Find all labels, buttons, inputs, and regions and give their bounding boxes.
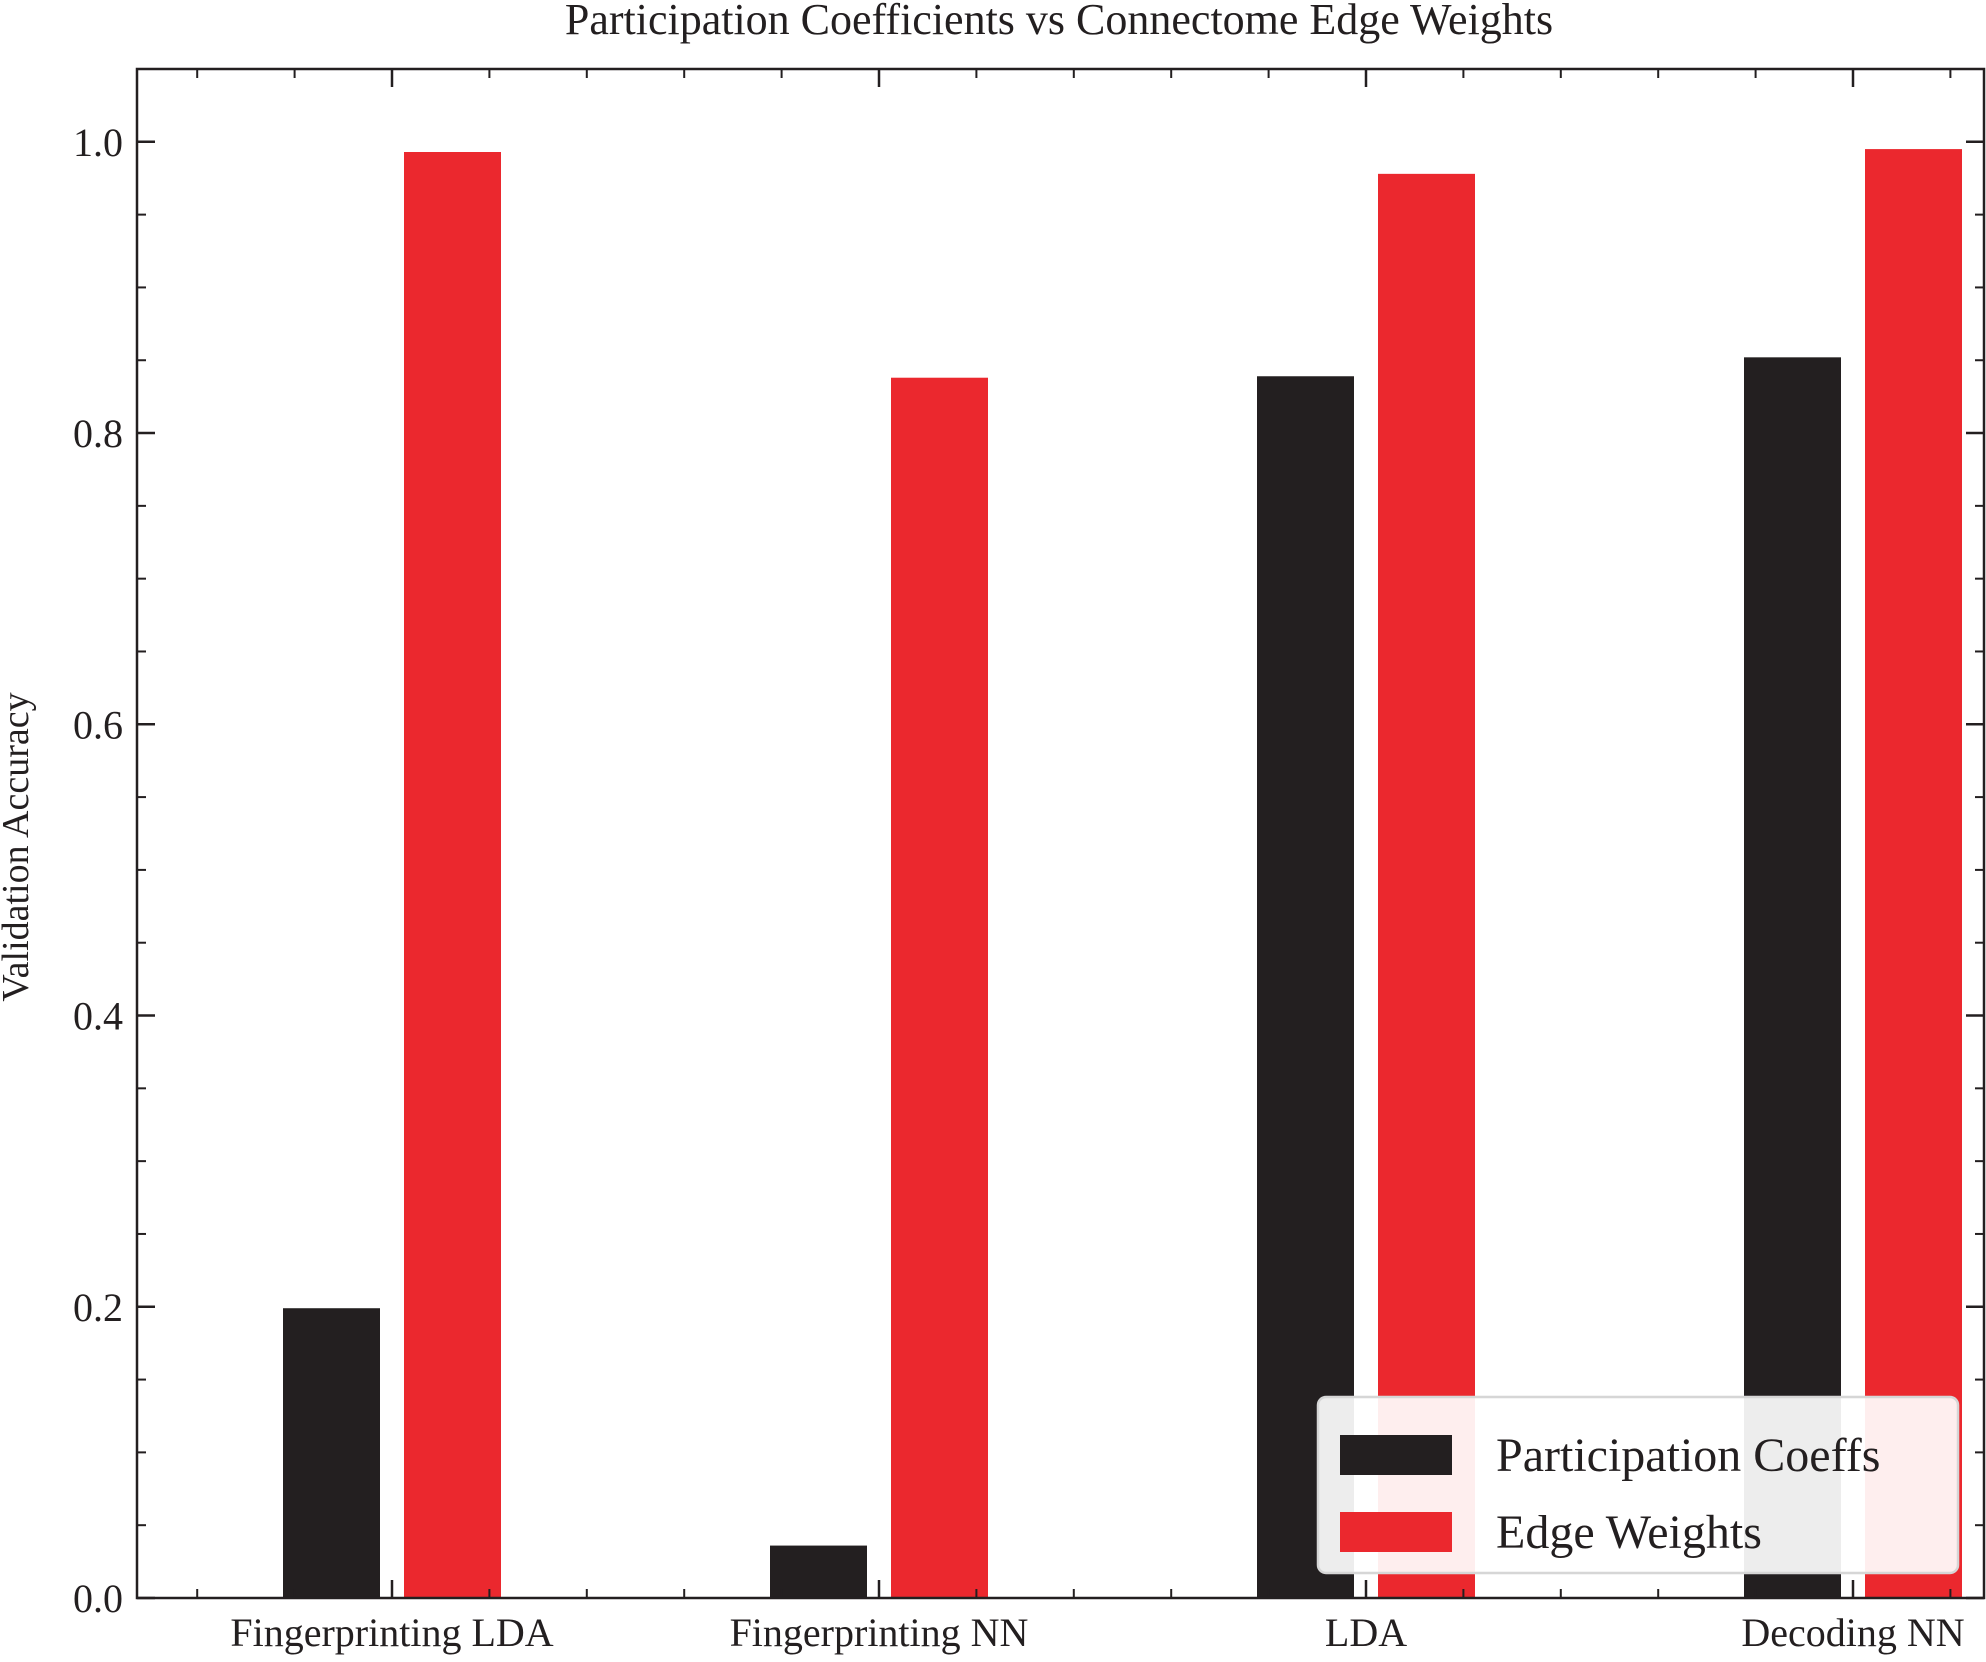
x-tick-label: Fingerprinting LDA	[230, 1610, 553, 1655]
bar-edge-weights-2	[1378, 173, 1475, 1599]
bar-edge-weights-0	[404, 152, 501, 1599]
x-tick-label: Fingerprinting NN	[730, 1610, 1029, 1655]
y-axis-label: Validation Accuracy	[0, 692, 37, 1001]
y-tick-label: 0.8	[73, 411, 123, 456]
bar-participation-coeffs-3	[1744, 357, 1841, 1599]
bars-layer	[283, 149, 1962, 1599]
legend-box	[1316, 1395, 1960, 1575]
y-tick-label: 1.0	[73, 120, 123, 165]
ticks-layer: 0.0 0.2 0.4 0.6 0.8 1.0 Fingerprinting LDA Fing…	[73, 69, 1984, 1655]
x-tick-label: Decoding NN	[1741, 1610, 1964, 1655]
bar-participation-coeffs-2	[1257, 376, 1354, 1598]
legend-swatch-participation-coeffs	[1340, 1435, 1452, 1475]
bar-edge-weights-1	[891, 377, 988, 1598]
plot-frame	[135, 67, 1986, 1600]
x-tick-label: LDA	[1325, 1610, 1407, 1655]
y-tick-label: 0.2	[73, 1285, 123, 1330]
y-tick-label: 0.6	[73, 702, 123, 747]
legend-label-edge-weights: Edge Weights	[1496, 1506, 1762, 1559]
bar-edge-weights-3	[1865, 149, 1962, 1599]
bar-participation-coeffs-1	[770, 1545, 867, 1598]
y-tick-label: 0.0	[73, 1576, 123, 1621]
legend-swatch-edge-weights	[1340, 1512, 1452, 1552]
chart-title: Participation Coefficients vs Connectome…	[565, 0, 1553, 44]
bar-participation-coeffs-0	[283, 1308, 380, 1598]
legend-label-participation-coeffs: Participation Coeffs	[1496, 1429, 1880, 1482]
legend: Participation Coeffs Edge Weights	[1316, 1395, 1960, 1575]
y-tick-label: 0.4	[73, 994, 123, 1039]
